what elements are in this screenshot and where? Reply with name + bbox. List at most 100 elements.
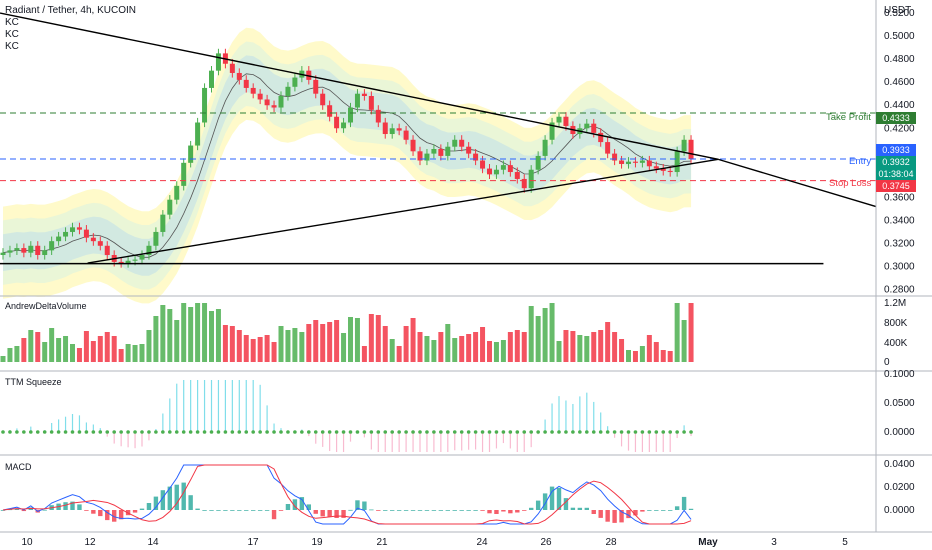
squeeze-dot [376,430,381,434]
candle-body [90,237,96,242]
candle-body [264,99,270,106]
candle-body [348,107,353,123]
macd-pane[interactable] [0,464,694,525]
indicator-kc-3[interactable]: KC [5,41,19,52]
time-tick-label: 17 [247,537,259,548]
macd-histogram-bar [285,504,291,510]
squeeze-dot [49,430,54,434]
candle-body [104,245,110,255]
indicator-kc-1[interactable]: KC [5,17,19,28]
macd-histogram-bar [480,510,485,511]
volume-bar [174,320,180,362]
squeeze-dot [174,430,179,434]
candle-body [0,252,6,255]
squeeze-dot [633,430,638,434]
candle-body [424,153,430,161]
squeeze-dot [70,430,75,434]
volume-bar [49,328,55,362]
candle-body [313,79,319,94]
macd-histogram-bar [640,510,645,512]
squeeze-dot [612,430,617,434]
macd-histogram-bar [501,510,506,512]
macd-histogram-bar [591,510,596,514]
macd-histogram-bar [487,510,492,514]
volume-bar [528,306,534,362]
candle-body [480,160,486,169]
macd-title[interactable]: MACD [5,462,32,472]
squeeze-dot [35,430,40,434]
candle-body [83,229,89,238]
candle-body [76,227,82,230]
price-pane[interactable] [0,12,877,304]
take-profit-label: Take Profit [826,112,871,123]
volume-tick-label: 400K [884,338,908,349]
candle-body [619,160,625,164]
macd-histogram-bar [348,509,353,511]
volume-bar [0,356,6,362]
volume-tick-label: 800K [884,318,908,329]
macd-histogram-bar [341,510,346,518]
volume-bar [500,340,506,362]
volume-bar [320,324,326,362]
macd-histogram-bar [355,500,360,510]
macd-histogram-bar [473,510,478,511]
candle-body [181,162,187,186]
symbol-title[interactable]: Radiant / Tether, 4h, KUCOIN [5,5,136,16]
indicator-kc-2[interactable]: KC [5,29,19,40]
price-tick-label: 0.3600 [884,192,915,203]
volume-bar [236,330,242,362]
macd-histogram-bar [390,510,395,511]
time-tick-label: 3 [771,537,777,548]
volume-title[interactable]: AndrewDeltaVolume [5,301,87,311]
squeeze-dot [536,430,540,434]
macd-histogram-bar [271,510,277,520]
macd-histogram-bar [237,510,242,511]
volume-bar [354,318,360,362]
volume-bar [250,339,256,362]
squeeze-dot [8,430,12,434]
squeeze-dot [1,430,5,434]
macd-histogram-bar [466,510,471,511]
macd-histogram-bar [445,510,450,511]
volume-bar [313,320,319,362]
squeeze-dot [675,430,679,434]
squeeze-dot [119,430,123,434]
macd-histogram-bar [431,510,437,511]
volume-bar [480,327,486,362]
squeeze-dot [494,430,499,434]
candle-body [605,142,611,154]
time-tick-label: 19 [311,537,323,548]
squeeze-dot [327,430,332,434]
macd-histogram-bar [139,508,145,510]
squeeze-title[interactable]: TTM Squeeze [5,377,62,387]
macd-histogram-bar [264,510,270,511]
squeeze-dot [251,430,255,434]
squeeze-dot [216,430,221,434]
volume-bar [42,342,48,362]
candlesticks [0,48,694,268]
macd-histogram-bar [84,510,89,511]
squeeze-dot [230,430,235,434]
volume-bar [473,332,479,362]
candle-body [549,122,555,140]
candle-body [542,139,548,156]
candle-body [215,53,221,71]
volume-bar [605,322,611,362]
squeeze-dot [571,430,575,434]
trendline-upper [0,12,719,161]
macd-histogram-bar [654,510,659,511]
take-profit-price-tag: 0.4333 [876,112,916,124]
candle-body [250,87,256,94]
volume-bar [389,339,395,362]
volume-bar [688,303,694,362]
squeeze-dot [237,430,242,434]
volume-pane[interactable] [0,303,694,362]
macd-histogram-bar [369,509,374,511]
candle-body [354,93,360,108]
squeeze-dot [341,430,346,434]
squeeze-pane[interactable] [1,380,693,452]
volume-bar [514,330,520,362]
squeeze-dot [439,430,443,434]
squeeze-dot [126,430,130,434]
